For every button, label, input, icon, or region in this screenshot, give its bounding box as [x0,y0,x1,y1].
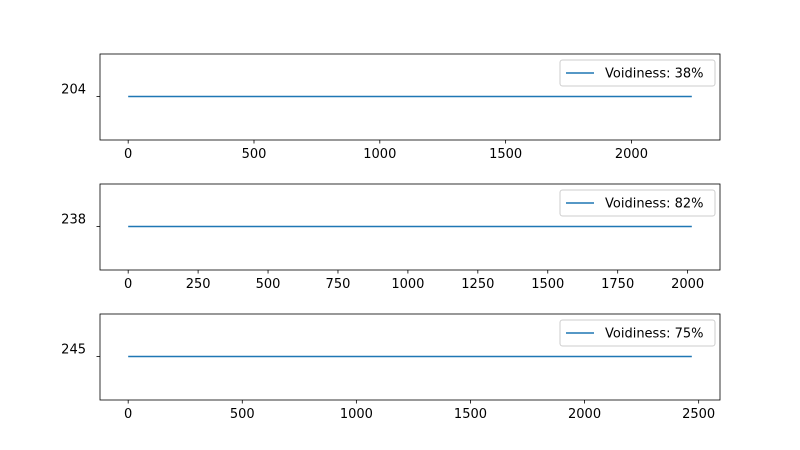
y-tick-label: 245 [61,343,86,358]
axes-frame [99,53,721,141]
x-tick-label: 1500 [531,277,564,292]
subplot-2: 0 250 500 750 1000 1250 1500 1750 2000 238 Voidine… [61,183,721,292]
legend: Voidiness: 75% [559,319,716,347]
x-tick-label: 500 [242,147,267,162]
x-tick-label: 0 [124,407,132,422]
subplot-3: 0 500 1000 1500 2000 2500 245 Voidiness: 75% [61,313,721,422]
y-tick-label: 238 [61,213,86,228]
x-tick-label: 1750 [601,277,634,292]
x-tick-label: 500 [256,277,281,292]
legend-label: Voidiness: 82% [605,197,704,212]
x-tick-label: 1000 [391,277,424,292]
legend-label: Voidiness: 38% [605,67,704,82]
x-tick-label: 250 [186,277,211,292]
legend-frame [559,189,716,217]
x-tick-label: 1000 [340,407,373,422]
x-tick-label: 2000 [568,407,601,422]
x-tick-label: 0 [124,147,132,162]
axes-frame [99,183,721,271]
legend-label: Voidiness: 75% [605,327,704,342]
legend-frame [559,59,716,87]
x-tick-label: 0 [124,277,132,292]
axes-frame [99,313,721,401]
y-tick-label: 204 [61,83,86,98]
subplot-1: 0 500 1000 1500 2000 204 Voidiness: 38% [61,53,721,162]
legend: Voidiness: 38% [559,59,716,87]
x-tick-label: 500 [230,407,255,422]
x-tick-label: 750 [326,277,351,292]
subplots: 0 500 1000 1500 2000 204 Voidiness: 38% 0 250 500… [61,53,721,422]
legend-frame [559,319,716,347]
x-tick-label: 1500 [454,407,487,422]
x-tick-label: 2500 [682,407,715,422]
x-tick-label: 2000 [615,147,648,162]
x-tick-label: 1250 [461,277,494,292]
x-tick-label: 2000 [671,277,704,292]
x-tick-label: 1500 [489,147,522,162]
legend: Voidiness: 82% [559,189,716,217]
x-tick-label: 1000 [363,147,396,162]
